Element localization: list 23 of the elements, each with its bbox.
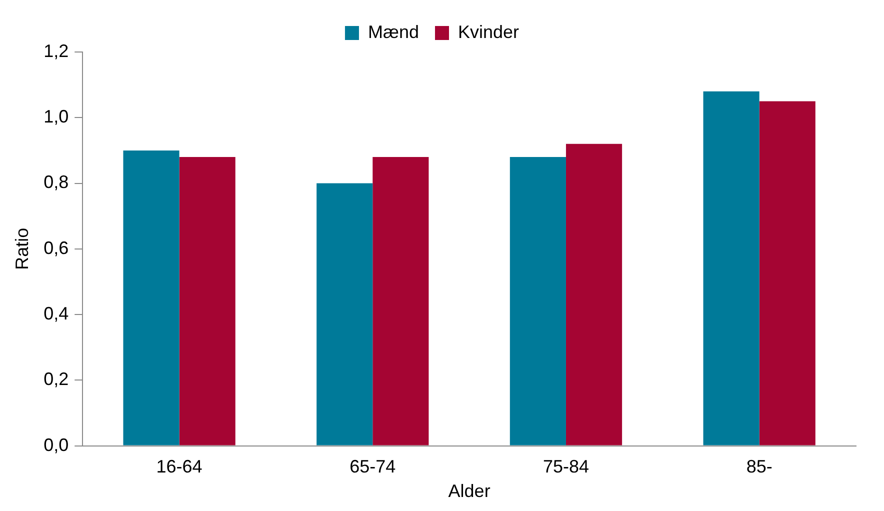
y-tick-label: 0,4 [44,304,69,324]
bar [566,144,622,446]
bar [510,157,566,446]
bar [123,150,180,446]
legend-label: Mænd [368,22,420,42]
bar [316,183,373,446]
y-tick-label: 0,8 [44,172,69,192]
y-tick-label: 1,2 [44,40,69,61]
bar [372,157,429,446]
y-tick-label: 0,0 [44,434,69,455]
x-tick-label: 85- [746,456,772,477]
y-tick-label: 0,6 [44,238,69,258]
x-tick-label: 16-64 [156,456,202,477]
x-tick-label: 75-84 [542,456,590,477]
y-tick-label: 0,2 [44,369,69,390]
bar [703,91,760,446]
x-axis-title: Alder [448,481,490,502]
y-tick-label: 1,0 [44,106,69,127]
x-tick-label: 65-74 [350,456,396,477]
bar [759,101,816,446]
y-axis-title: Ratio [12,228,32,270]
bar [179,157,236,446]
legend-label: Kvinder [458,22,520,42]
